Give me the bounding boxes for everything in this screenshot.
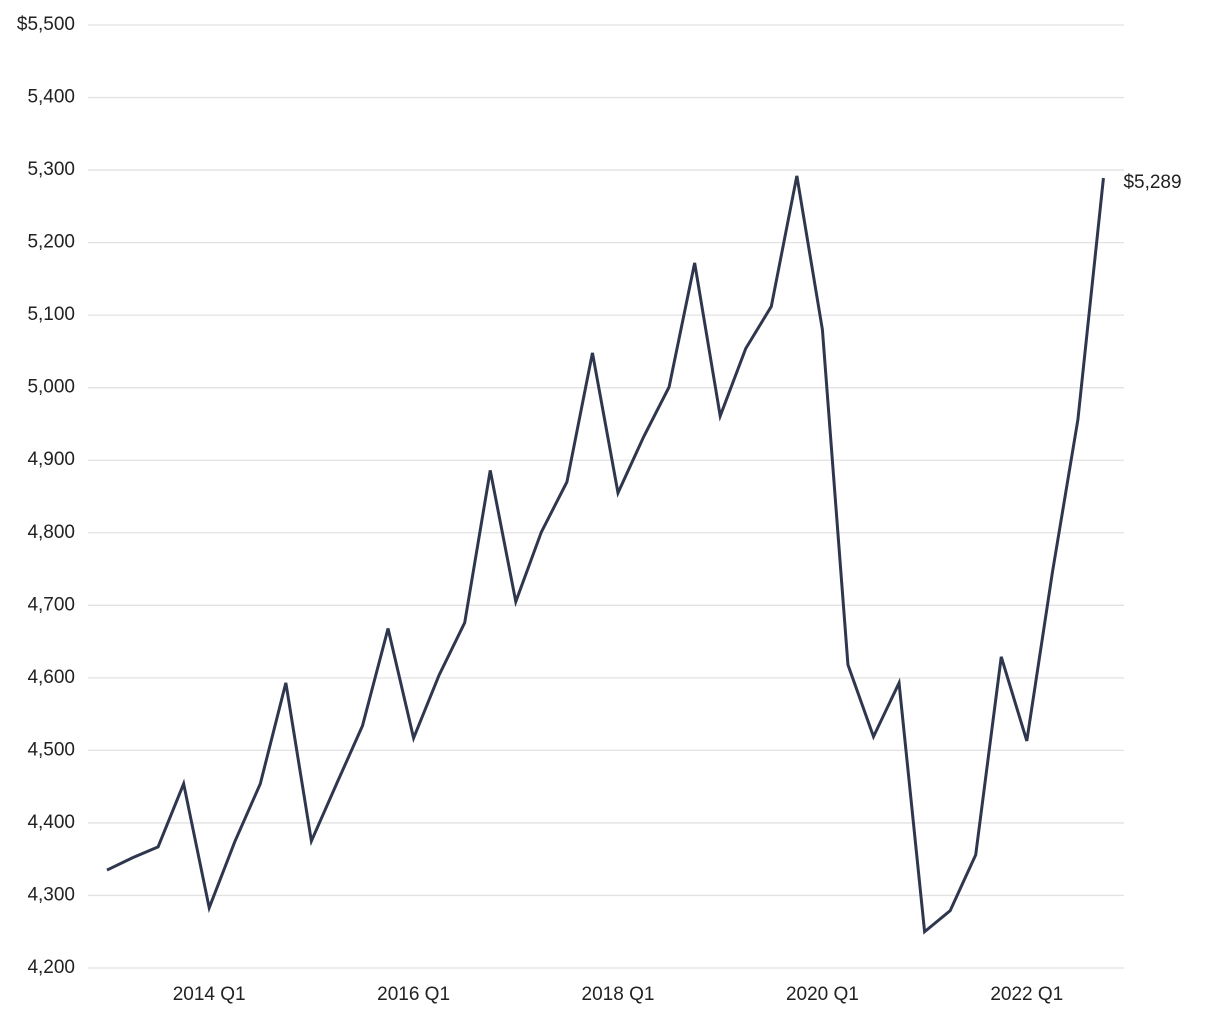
y-tick-label: 4,400: [27, 812, 75, 833]
y-tick-label: 4,800: [27, 522, 75, 543]
y-tick-label: 4,500: [27, 739, 75, 760]
y-tick-label: 4,200: [27, 957, 75, 978]
data-line: [106, 175, 1105, 935]
y-tick-label: 4,900: [27, 449, 75, 470]
value-label: $5,289: [1123, 172, 1181, 193]
y-tick-label: 5,000: [27, 377, 75, 398]
y-tick-label: $5,500: [17, 14, 75, 35]
x-tick-label: 2022 Q1: [990, 984, 1063, 1005]
x-tick-label: 2014 Q1: [173, 984, 246, 1005]
x-tick-label: 2018 Q1: [582, 984, 655, 1005]
y-tick-label: 5,400: [27, 87, 75, 108]
y-tick-label: 4,700: [27, 594, 75, 615]
y-tick-label: 5,200: [27, 232, 75, 253]
y-tick-label: 5,100: [27, 304, 75, 325]
x-tick-label: 2020 Q1: [786, 984, 859, 1005]
y-tick-label: 5,300: [27, 159, 75, 180]
y-tick-label: 4,600: [27, 667, 75, 688]
x-tick-label: 2016 Q1: [377, 984, 450, 1005]
y-tick-label: 4,300: [27, 884, 75, 905]
